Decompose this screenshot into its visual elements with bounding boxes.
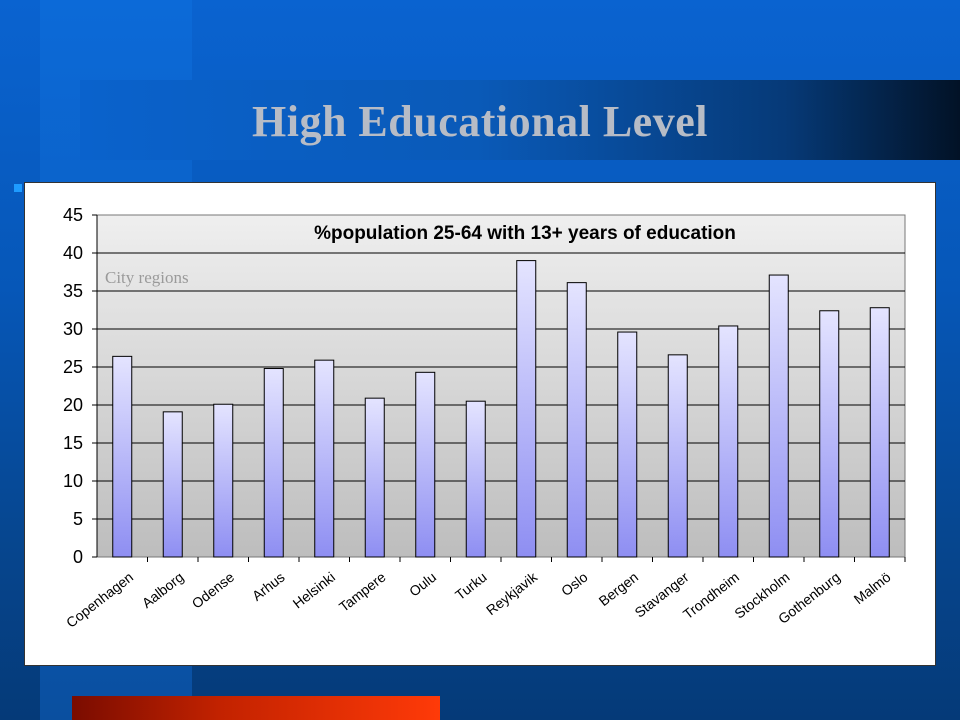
x-tick-label: Bergen — [596, 569, 641, 609]
bar-reykjavik — [516, 260, 537, 558]
bars — [112, 260, 890, 558]
bar-helsinki — [314, 359, 335, 558]
bar-oslo — [566, 282, 587, 558]
title-band — [80, 80, 960, 160]
y-tick-label: 45 — [63, 205, 83, 225]
bar-stavanger — [667, 354, 688, 558]
x-tick-label: Helsinki — [290, 569, 338, 612]
chart-annotation: City regions — [105, 268, 189, 287]
slide-title: High Educational Level — [252, 97, 708, 146]
x-tick-label: Aalborg — [139, 569, 187, 611]
bar-turku — [465, 400, 486, 558]
bar-aalborg — [162, 411, 183, 558]
x-tick-label: Tampere — [336, 569, 389, 615]
decorative-bottom-bar — [72, 696, 440, 720]
y-tick-label: 40 — [63, 243, 83, 263]
y-tick-label: 25 — [63, 357, 83, 377]
y-tick-label: 30 — [63, 319, 83, 339]
bar-odense — [213, 403, 234, 558]
y-tick-label: 15 — [63, 433, 83, 453]
bar-stockholm — [768, 274, 789, 558]
y-tick-label: 5 — [73, 509, 83, 529]
y-tick-label: 10 — [63, 471, 83, 491]
x-tick-label: Odense — [189, 569, 238, 612]
bar-malmö — [869, 307, 890, 558]
bar-chart: 0 5 10 15 20 25 30 35 40 45 Copenhagen Aalborg Oden… — [63, 205, 906, 631]
y-tick-label: 0 — [73, 547, 83, 567]
x-tick-label: Oslo — [558, 569, 591, 599]
x-tick-label: Arhus — [249, 569, 288, 604]
bar-oulu — [415, 371, 436, 558]
x-tick-label: Reykjavik — [483, 568, 541, 618]
x-axis-labels: Copenhagen Aalborg Odense Arhus HelsinkiTamp… — [63, 557, 906, 631]
x-tick-label: Oulu — [406, 569, 439, 600]
chart-title: %population 25-64 with 13+ years of educ… — [314, 223, 736, 244]
chart-frame: 0 5 10 15 20 25 30 35 40 45 Copenhagen Aalborg Oden… — [24, 182, 936, 666]
bar-arhus — [263, 368, 284, 558]
bar-gothenburg — [819, 310, 840, 558]
bar-tampere — [364, 397, 385, 558]
y-tick-label: 20 — [63, 395, 83, 415]
bar-bergen — [617, 331, 638, 558]
x-tick-label: Turku — [452, 569, 490, 603]
x-tick-label: Trondheim — [680, 569, 742, 622]
x-tick-label: Copenhagen — [63, 569, 136, 631]
y-axis: 0 5 10 15 20 25 30 35 40 45 — [63, 205, 98, 567]
x-tick-label: Malmö — [851, 569, 894, 608]
y-tick-label: 35 — [63, 281, 83, 301]
bullet-marker — [14, 184, 22, 192]
bar-copenhagen — [112, 355, 133, 558]
bar-trondheim — [718, 325, 739, 558]
